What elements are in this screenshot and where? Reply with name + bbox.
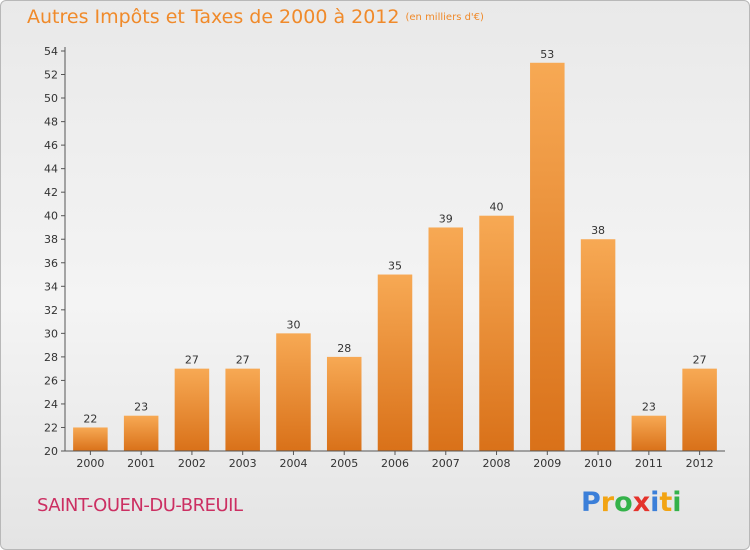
data-label-2011: 23: [642, 401, 656, 414]
bar-2002: [174, 368, 210, 451]
x-axis: 2000 2001 2002 2003 2004 2005 2006 2007 2008 2009…: [65, 450, 725, 470]
logo-letter: P: [581, 487, 601, 518]
data-label-2002: 27: [185, 354, 199, 367]
chart-title-text: Autres Impôts et Taxes de 2000 à 2012: [27, 6, 400, 28]
x-tick-label-2002: 2002: [178, 457, 206, 470]
x-tick-label-2011: 2011: [635, 457, 663, 470]
data-label-2007: 39: [439, 212, 453, 225]
y-tick-label: 42: [44, 186, 58, 199]
logo-letter: x: [632, 487, 651, 518]
bar-2003: [225, 368, 260, 451]
proxiti-logo: Proxiti: [581, 487, 682, 518]
logo-letter: r: [600, 487, 615, 518]
x-tick-label-2012: 2012: [686, 457, 714, 470]
y-tick-label: 46: [44, 139, 58, 152]
bars: 22 23 27 27 30 28 35 39 40 53 38 23 27: [73, 48, 717, 451]
y-tick-label: 20: [44, 445, 58, 458]
logo-letter: i: [650, 487, 660, 518]
y-tick-label: 38: [44, 233, 58, 246]
x-tick-label-2009: 2009: [533, 457, 561, 470]
data-label-2012: 27: [693, 354, 707, 367]
bar-2001: [123, 415, 159, 451]
x-tick-label-2007: 2007: [432, 457, 460, 470]
y-tick-label: 44: [44, 163, 58, 176]
y-tick-label: 48: [44, 116, 58, 129]
chart-title: Autres Impôts et Taxes de 2000 à 2012 (en…: [27, 6, 484, 28]
x-tick-label-2000: 2000: [76, 457, 104, 470]
bar-2010: [580, 239, 616, 451]
y-tick-label: 30: [44, 327, 58, 340]
x-tick-label-2006: 2006: [381, 457, 409, 470]
bar-2004: [276, 333, 311, 451]
bar-2007: [428, 227, 464, 451]
data-label-2003: 27: [236, 354, 250, 367]
y-tick-label: 34: [44, 280, 58, 293]
y-tick-label: 32: [44, 304, 58, 317]
bar-2011: [631, 415, 667, 451]
bar-2008: [479, 215, 514, 451]
x-tick-label-2008: 2008: [483, 457, 511, 470]
y-axis: 20 22 24 26 28 30 32 34 36 38 40 42 44 46 48 50 52 54: [44, 45, 66, 458]
data-label-2008: 40: [490, 201, 504, 214]
chart-subtitle: (en milliers d'€): [405, 12, 484, 23]
data-label-2001: 23: [134, 401, 148, 414]
y-tick-label: 36: [44, 257, 58, 270]
y-tick-label: 50: [44, 92, 58, 105]
x-tick-label-2010: 2010: [584, 457, 612, 470]
bar-2005: [326, 356, 362, 451]
y-tick-label: 54: [44, 45, 58, 58]
data-label-2009: 53: [540, 48, 554, 61]
logo-letter: i: [672, 487, 682, 518]
x-tick-label-2005: 2005: [330, 457, 358, 470]
logo-letter: o: [614, 487, 633, 518]
data-label-2005: 28: [337, 342, 351, 355]
y-tick-label: 28: [44, 351, 58, 364]
x-tick-label-2001: 2001: [127, 457, 155, 470]
bar-2009: [530, 62, 565, 451]
bar-2012: [682, 368, 717, 451]
logo-letter: t: [659, 487, 673, 518]
data-label-2010: 38: [591, 224, 605, 237]
x-tick-label-2003: 2003: [229, 457, 257, 470]
x-tick-label-2004: 2004: [279, 457, 307, 470]
data-label-2000: 22: [83, 412, 97, 425]
y-tick-label: 24: [44, 398, 58, 411]
bar-2006: [377, 274, 413, 451]
data-label-2004: 30: [286, 318, 300, 331]
y-tick-label: 22: [44, 421, 58, 434]
data-label-2006: 35: [388, 260, 402, 273]
y-tick-label: 40: [44, 210, 58, 223]
commune-name: SAINT-OUEN-DU-BREUIL: [37, 495, 243, 516]
y-tick-label: 52: [44, 69, 58, 82]
bar-2000: [73, 427, 108, 451]
y-tick-label: 26: [44, 374, 58, 387]
